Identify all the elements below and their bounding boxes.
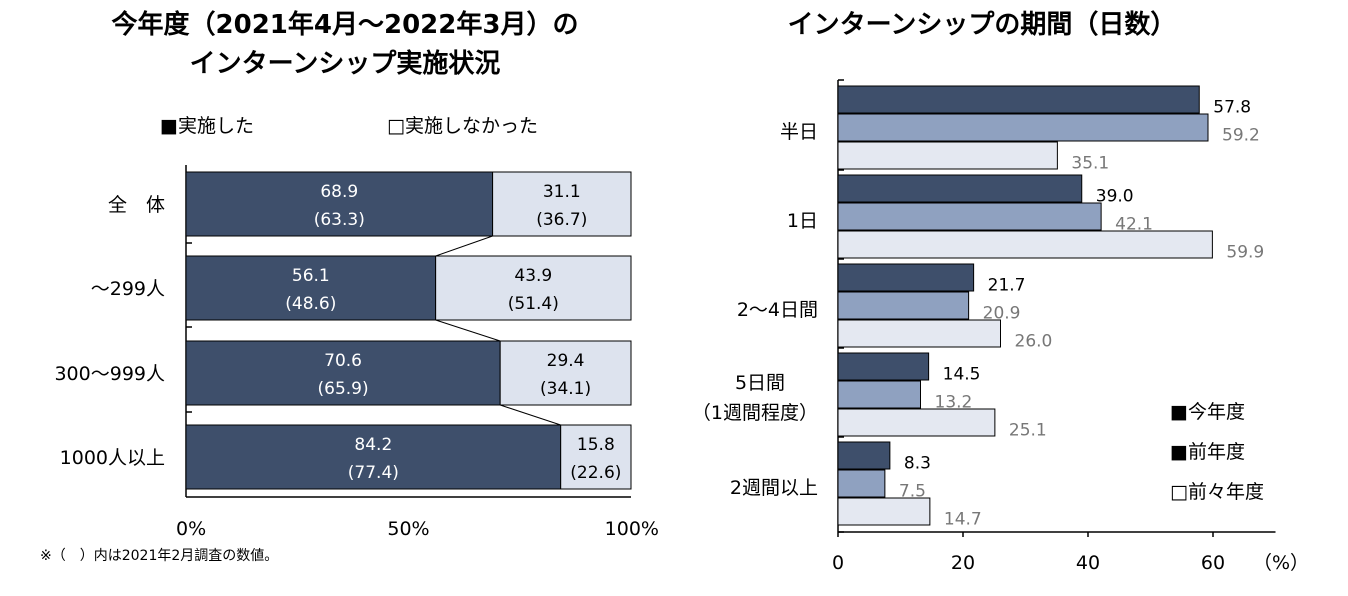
data-label-done-prev: (77.4) <box>348 463 399 483</box>
right-legend-prev: ■前年度 <box>1170 441 1245 463</box>
data-label-not-done: 31.1 <box>543 182 581 202</box>
data-label-not-done-prev: (51.4) <box>508 294 559 314</box>
category-label: （1週間程度） <box>692 402 818 424</box>
x-tick-label: 100% <box>605 518 659 540</box>
data-label-not-done-prev: (36.7) <box>536 210 587 230</box>
x-tick-label: 0 <box>832 552 844 574</box>
category-label: 5日間 <box>735 372 785 394</box>
left-legend-done: ■実施した <box>160 115 254 137</box>
data-label-prev: 20.9 <box>983 304 1021 324</box>
data-label-prev: 7.5 <box>899 482 926 502</box>
bar-not-done <box>560 424 632 490</box>
data-label-current: 57.8 <box>1213 98 1251 118</box>
data-label-not-done: 15.8 <box>577 435 615 455</box>
data-label-done-prev: (63.3) <box>314 210 365 230</box>
bar-current <box>837 174 1083 203</box>
bar-done <box>185 340 501 406</box>
data-label-prev: 42.1 <box>1115 215 1153 235</box>
data-label-not-done-prev: (34.1) <box>540 379 591 399</box>
bar-current <box>837 263 975 292</box>
bar-current <box>837 441 891 470</box>
connector-line <box>435 235 493 257</box>
category-label: ～299人 <box>91 278 165 300</box>
bar-prev <box>837 469 886 498</box>
data-label-prev2: 35.1 <box>1071 154 1109 174</box>
category-label: 2週間以上 <box>730 477 818 499</box>
data-label-done: 70.6 <box>324 351 362 371</box>
right-chart: 0 20 40 60 57.8 59.2 35.1 半日 39.0 42.1 59.9 1日 21.7 2… <box>692 79 1276 574</box>
category-label: 300～999人 <box>54 363 165 385</box>
bar-prev <box>837 380 921 409</box>
connector-line <box>435 319 501 342</box>
x-tick-label: 0% <box>176 518 206 540</box>
data-label-not-done: 43.9 <box>514 266 552 286</box>
x-tick-label: 20 <box>951 552 975 574</box>
bar-prev2 <box>837 141 1058 170</box>
left-chart-title-line1: 今年度（2021年4月～2022年3月）の <box>112 9 579 40</box>
data-label-current: 39.0 <box>1096 187 1134 207</box>
data-label-prev2: 59.9 <box>1226 243 1264 263</box>
data-label-not-done: 29.4 <box>547 351 585 371</box>
bar-done <box>185 255 437 321</box>
data-label-current: 8.3 <box>904 454 931 474</box>
data-label-done: 68.9 <box>320 182 358 202</box>
right-legend-current: ■今年度 <box>1170 401 1245 423</box>
data-label-not-done-prev: (22.6) <box>570 463 621 483</box>
data-label-done-prev: (48.6) <box>285 294 336 314</box>
category-label: 1000人以上 <box>60 447 165 469</box>
left-chart: 68.9 (63.3) 31.1 (36.7) 全 体 56.1 (48.6) 43.9 (51… <box>54 165 659 540</box>
left-chart-title-line2: インターンシップ実施状況 <box>190 48 501 79</box>
bar-prev2 <box>837 319 1001 348</box>
data-label-prev: 59.2 <box>1222 126 1260 146</box>
bar-not-done <box>499 340 632 406</box>
bar-done <box>185 424 562 490</box>
data-label-current: 14.5 <box>943 365 981 385</box>
bar-prev2 <box>837 408 996 437</box>
bar-prev2 <box>837 497 931 526</box>
bar-prev <box>837 113 1209 142</box>
bar-current <box>837 352 930 381</box>
category-label: 半日 <box>780 121 818 143</box>
right-chart-title: インターンシップの期間（日数） <box>788 10 1177 40</box>
right-chart-unit: （%） <box>1253 552 1309 574</box>
bar-not-done <box>492 171 632 237</box>
right-legend-prev2: □前々年度 <box>1170 481 1264 503</box>
bar-prev2 <box>837 230 1213 259</box>
bar-prev <box>837 291 970 320</box>
left-chart-note: ※（ ）内は2021年2月調査の数値。 <box>40 548 278 564</box>
x-tick-label: 50% <box>387 518 429 540</box>
category-label: 全 体 <box>108 194 165 216</box>
data-label-done: 84.2 <box>354 435 392 455</box>
category-label: 1日 <box>787 210 818 232</box>
data-label-prev2: 14.7 <box>944 510 982 530</box>
x-tick-label: 40 <box>1076 552 1100 574</box>
connector-line <box>500 404 561 426</box>
bar-not-done <box>435 255 632 321</box>
data-label-prev2: 25.1 <box>1009 421 1047 441</box>
x-tick-label: 60 <box>1201 552 1225 574</box>
data-label-prev: 13.2 <box>935 393 973 413</box>
data-label-current: 21.7 <box>988 276 1026 296</box>
data-label-done: 56.1 <box>292 266 330 286</box>
data-label-prev2: 26.0 <box>1015 332 1053 352</box>
bar-done <box>185 171 494 237</box>
data-label-done-prev: (65.9) <box>318 379 369 399</box>
bar-current <box>837 85 1200 114</box>
category-label: 2～4日間 <box>737 299 818 321</box>
bar-prev <box>837 202 1102 231</box>
left-legend-not-done: □実施しなかった <box>387 115 538 137</box>
